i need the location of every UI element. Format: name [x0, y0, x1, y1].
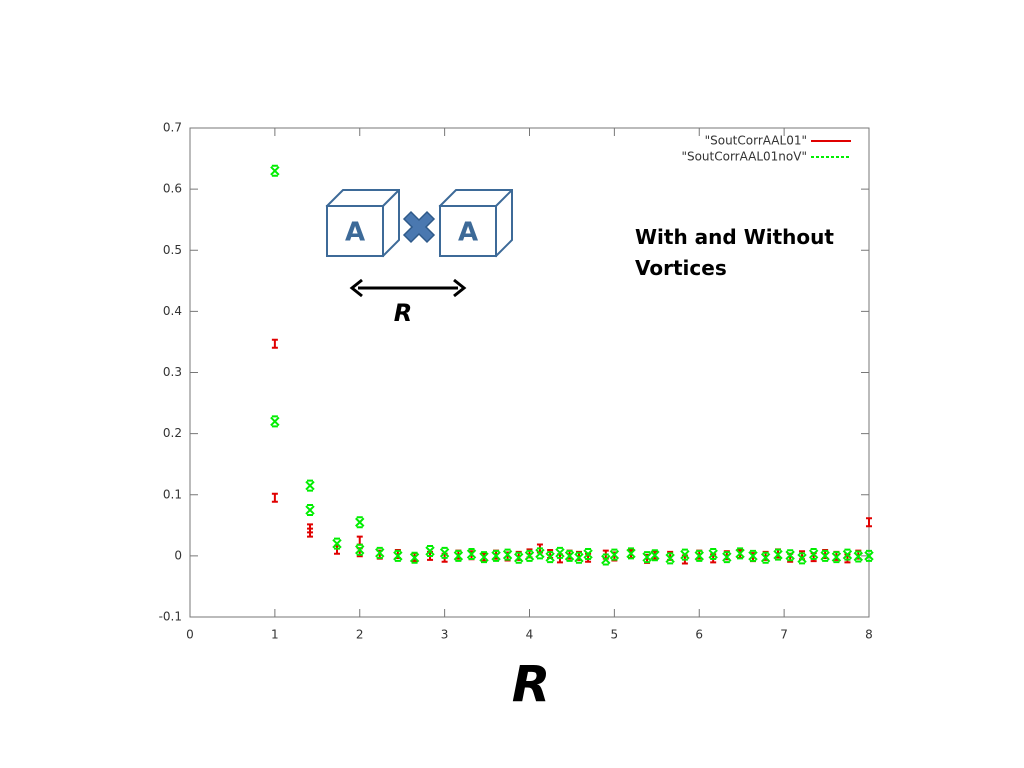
data-point	[650, 549, 660, 562]
data-point	[760, 551, 771, 564]
inset-label: R	[394, 299, 412, 327]
data-point	[748, 549, 758, 562]
legend-label: "SoutCorrAAL01noV"	[681, 150, 807, 164]
data-point	[864, 549, 874, 562]
data-point	[355, 516, 365, 529]
data-point	[270, 164, 280, 177]
data-point	[665, 552, 675, 565]
data-point	[842, 548, 853, 561]
y-tick-label: 0.1	[163, 487, 182, 501]
data-point	[502, 548, 513, 561]
data-point	[355, 543, 365, 556]
x-tick-label: 2	[356, 628, 364, 642]
data-point	[680, 548, 690, 561]
data-point	[453, 549, 464, 562]
x-tick-label: 3	[441, 628, 449, 642]
y-tick-label: 0.3	[163, 365, 182, 379]
data-point	[773, 548, 783, 561]
inset-label: A	[458, 218, 478, 248]
x-tick-label: 1	[271, 628, 279, 642]
data-point	[270, 415, 280, 428]
data-point	[694, 549, 704, 562]
data-point	[609, 548, 620, 561]
data-point	[271, 338, 278, 349]
inset-label: A	[345, 218, 365, 248]
data-point	[535, 547, 545, 560]
data-point	[735, 547, 745, 560]
data-point	[524, 549, 535, 562]
y-tick-label: 0.6	[163, 182, 182, 196]
data-point	[393, 549, 403, 562]
data-point	[375, 546, 385, 559]
annotation: With and Without Vortices	[635, 225, 834, 280]
x-tick-label: 7	[780, 628, 788, 642]
y-tick-label: -0.1	[159, 610, 182, 624]
data-point	[820, 549, 830, 562]
x-axis-label: R	[512, 656, 551, 714]
data-point	[831, 551, 842, 564]
plot-frame	[189, 127, 870, 618]
data-point	[439, 546, 450, 559]
data-point	[866, 517, 872, 528]
data-point	[708, 548, 718, 561]
x-tick-label: 4	[526, 628, 534, 642]
y-tick-label: 0	[174, 548, 182, 562]
data-point	[642, 551, 652, 564]
data-point	[601, 553, 611, 566]
x-tick-label: 5	[611, 628, 619, 642]
data-point	[479, 551, 489, 564]
y-tick-label: 0.4	[163, 304, 182, 318]
y-tick-label: 0.5	[163, 243, 182, 257]
data-point	[491, 549, 501, 562]
data-point	[808, 548, 819, 561]
data-point	[425, 544, 435, 557]
data-point	[583, 548, 593, 561]
data-point	[356, 535, 363, 546]
data-point	[564, 549, 575, 562]
inset-diagram: A A R	[325, 189, 513, 327]
x-tick-label: 0	[186, 628, 194, 642]
data-point	[545, 551, 555, 564]
data-point	[722, 551, 732, 564]
legend-label: "SoutCorrAAL01"	[705, 134, 807, 148]
data-point	[574, 551, 584, 564]
data-point	[626, 547, 636, 560]
data-point	[555, 546, 565, 559]
data-point	[785, 549, 795, 562]
data-point	[332, 537, 342, 550]
y-tick-label: 0.7	[163, 121, 182, 135]
data-point	[307, 527, 314, 538]
data-point	[305, 504, 315, 517]
x-tick-label: 6	[695, 628, 703, 642]
data-point	[271, 492, 278, 503]
data-point	[853, 550, 864, 563]
data-point	[466, 548, 477, 561]
data-point	[514, 551, 524, 564]
data-point	[305, 479, 315, 492]
y-tick-label: 0.2	[163, 426, 182, 440]
data-point	[797, 552, 807, 565]
x-tick-label: 8	[865, 628, 873, 642]
data-point	[409, 551, 420, 564]
